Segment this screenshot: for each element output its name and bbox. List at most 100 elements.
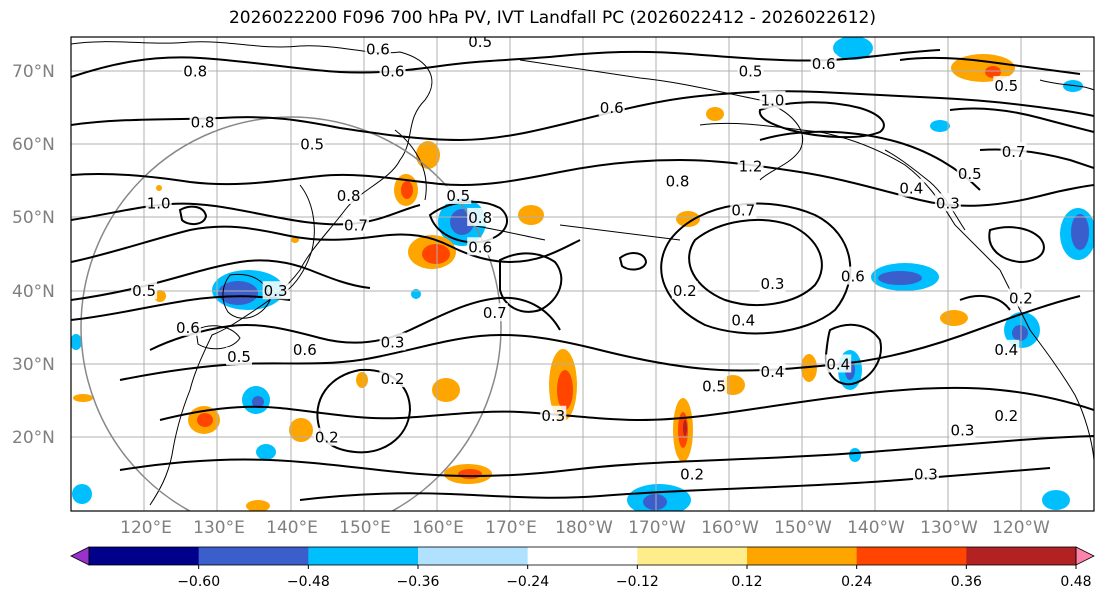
contour-label: 0.4 — [731, 312, 755, 330]
contour-label: 0.6 — [366, 40, 390, 58]
contour-label-bg — [364, 39, 391, 58]
contour-label-bg — [934, 193, 961, 212]
contour-label-bg — [679, 464, 706, 483]
contour-label-bg — [912, 464, 939, 483]
contour-label: 0.7 — [1002, 143, 1026, 161]
contour-label: 0.5 — [132, 282, 156, 300]
contour-label-bg — [262, 281, 289, 300]
contour-label-bg — [825, 354, 852, 373]
contour-label-bg — [481, 303, 508, 322]
contour-label: 0.8 — [191, 114, 215, 132]
contour-label-bg — [949, 420, 976, 439]
contour-label: 0.4 — [826, 355, 850, 373]
lat-label-30: 30°N — [12, 355, 55, 375]
contour-label: 0.2 — [673, 282, 697, 300]
lon-label-130w: 130°W — [920, 518, 978, 538]
lon-label-140e: 140°E — [266, 518, 318, 538]
contour-label-bg — [445, 185, 472, 204]
contour-label: 0.5 — [739, 62, 763, 80]
contour-label: 1.2 — [739, 158, 763, 176]
contour-label: 0.3 — [936, 194, 960, 212]
lat-label-50: 50°N — [12, 208, 55, 228]
contour-label-bg — [737, 61, 764, 80]
contour-label-bg — [1007, 288, 1034, 307]
contour-label: 0.2 — [381, 370, 405, 388]
contour-label-bg — [540, 405, 567, 424]
lon-label-170w: 170°W — [628, 518, 686, 538]
contour-label-bg — [598, 98, 625, 117]
lon-label-160e: 160°E — [412, 518, 464, 538]
contour-label-bg — [1000, 142, 1027, 161]
contour-label: 0.6 — [176, 319, 200, 337]
lon-label-130e: 130°E — [193, 518, 245, 538]
colorbar-tick-label: −0.24 — [506, 574, 549, 590]
colorbar-tick-label: −0.48 — [287, 574, 330, 590]
colorbar-swatch — [637, 547, 748, 565]
contour-label: 0.5 — [227, 348, 251, 366]
colorbar-extend-min — [70, 546, 90, 566]
coastlines — [71, 41, 1094, 506]
landfall-region-circle — [80, 116, 502, 511]
contour-label-bg — [313, 427, 340, 446]
contour-label: 0.2 — [1009, 290, 1033, 308]
contour-label: 0.2 — [994, 407, 1018, 425]
colorbar-swatch — [418, 547, 529, 565]
colorbar-swatch — [308, 547, 419, 565]
contour-label-bg — [730, 200, 757, 219]
map-title: 2026022200 F096 700 hPa PV, IVT Landfall… — [228, 8, 876, 28]
contour-label-bg — [291, 339, 318, 358]
colorbar-swatch — [856, 547, 967, 565]
lon-label-120w: 120°W — [992, 518, 1050, 538]
colorbar-tick-label: −0.60 — [177, 574, 220, 590]
contour-label: 0.5 — [994, 77, 1018, 95]
contour-label: 0.3 — [761, 275, 785, 293]
contour-label-bg — [174, 317, 201, 336]
contour-label-bg — [730, 310, 757, 329]
contour-label: 0.7 — [731, 202, 755, 220]
lat-label-70: 70°N — [12, 62, 55, 82]
contour-label-bg — [182, 61, 209, 80]
contour-label-bg — [379, 61, 406, 80]
colorbar-swatch — [966, 547, 1077, 565]
colorbar-outline — [88, 546, 1077, 566]
contour-label: 0.7 — [483, 304, 507, 322]
colorbar-tick-label: 0.24 — [841, 574, 872, 590]
contour-label-bg — [131, 281, 158, 300]
contour-label-bg — [993, 405, 1020, 424]
lon-label-170e: 170°E — [485, 518, 537, 538]
contour-label: 0.5 — [468, 33, 492, 51]
colorbar-tick-label: −0.12 — [616, 574, 659, 590]
longitude-labels: 120°E 130°E 140°E 150°E 160°E 170°E 180°… — [120, 518, 1050, 538]
lon-label-160w: 160°W — [701, 518, 759, 538]
contour-label: 0.5 — [446, 187, 470, 205]
contour-label: 0.5 — [300, 136, 324, 154]
colorbar-swatch — [89, 547, 200, 565]
contour-label: 0.3 — [951, 421, 975, 439]
contour-label: 0.6 — [841, 268, 865, 286]
contour-label-bg — [993, 76, 1020, 95]
contour-label: 0.3 — [381, 333, 405, 351]
contour-label-bg — [226, 347, 253, 366]
lat-label-40: 40°N — [12, 282, 55, 302]
contour-label: 1.0 — [761, 92, 785, 110]
colorbar-tick-label: −0.36 — [397, 574, 440, 590]
contour-label: 0.8 — [468, 209, 492, 227]
contour-label: 0.8 — [666, 172, 690, 190]
contour-label: 0.4 — [761, 363, 785, 381]
contour-label: 0.3 — [541, 407, 565, 425]
contour-label-bg — [759, 90, 786, 109]
contour-label-bg — [956, 163, 983, 182]
colorbar-tick-label: 0.12 — [731, 574, 762, 590]
lon-label-120e: 120°E — [120, 518, 172, 538]
contour-label-bg — [664, 171, 691, 190]
lat-label-60: 60°N — [12, 135, 55, 155]
contour-label-bg — [759, 273, 786, 292]
contour-label-bg — [145, 193, 172, 212]
lat-label-20: 20°N — [12, 428, 55, 448]
contour-label-bg — [701, 376, 728, 395]
contour-label-bg — [379, 332, 406, 351]
contour-label-bg — [993, 339, 1020, 358]
map-frame — [70, 36, 1095, 512]
contour-label: 0.5 — [958, 165, 982, 183]
